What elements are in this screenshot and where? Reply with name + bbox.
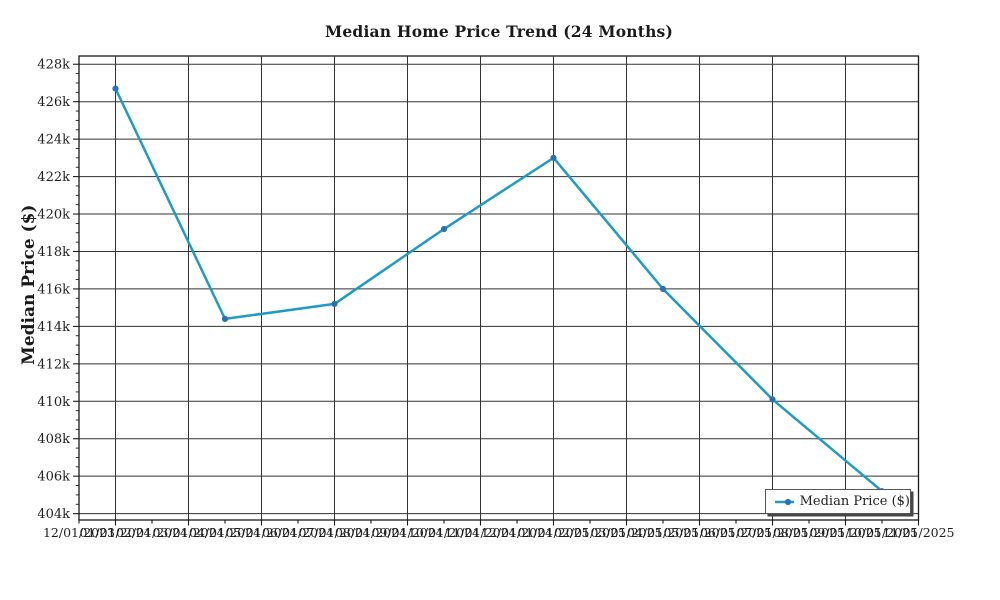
legend-label: Median Price ($) bbox=[799, 494, 910, 509]
x-tick-label: 09/01/2025 bbox=[809, 525, 881, 540]
legend-line-marker-icon bbox=[775, 498, 794, 505]
data-point-marker bbox=[769, 396, 776, 403]
x-tick-label: 05/01/2024 bbox=[225, 525, 297, 540]
y-tick-label: 424k bbox=[37, 133, 70, 148]
x-tick-label: 05/01/2025 bbox=[663, 525, 735, 540]
x-tick-label: 04/01/2024 bbox=[189, 525, 261, 540]
x-tick-label: 07/01/2025 bbox=[736, 525, 808, 540]
y-tick-label: 412k bbox=[37, 357, 70, 372]
x-tick-label: 02/01/2024 bbox=[116, 525, 188, 540]
y-tick-label: 426k bbox=[37, 95, 70, 110]
y-tick-label: 418k bbox=[37, 245, 70, 260]
price-line bbox=[114, 87, 884, 493]
x-tick-label: 08/01/2024 bbox=[335, 525, 407, 540]
x-tick-label: 12/01/2024 bbox=[481, 525, 553, 540]
data-point-marker bbox=[550, 154, 557, 161]
x-tick-label: 04/01/2025 bbox=[627, 525, 699, 540]
y-tick-label: 416k bbox=[37, 282, 70, 297]
x-tick-label: 08/01/2025 bbox=[773, 525, 845, 540]
y-tick-label: 408k bbox=[37, 432, 70, 447]
x-tick-label: 07/01/2024 bbox=[298, 525, 370, 540]
plot-border bbox=[78, 55, 920, 521]
y-tick-label: 404k bbox=[37, 507, 70, 522]
data-point-marker bbox=[112, 85, 119, 92]
data-point-marker bbox=[440, 225, 448, 233]
y-tick-label: 410k bbox=[37, 395, 70, 410]
y-tick-label: 422k bbox=[37, 170, 70, 185]
x-tick-label: 01/01/2025 bbox=[517, 525, 589, 540]
y-tick-label: 414k bbox=[37, 320, 70, 335]
data-point-marker bbox=[221, 315, 229, 322]
x-tick-label: 03/01/2024 bbox=[152, 525, 224, 540]
x-tick-label: 11/01/2025 bbox=[882, 525, 954, 540]
x-tick-label: 09/01/2024 bbox=[371, 525, 443, 540]
x-tick-label: 10/01/2024 bbox=[408, 525, 480, 540]
x-tick-label: 03/01/2025 bbox=[590, 525, 662, 540]
x-tick-label: 02/01/2025 bbox=[554, 525, 626, 540]
x-tick-label: 10/01/2025 bbox=[846, 525, 918, 540]
x-tick-label: 01/01/2024 bbox=[79, 525, 151, 540]
y-tick-label: 420k bbox=[37, 208, 70, 223]
legend: Median Price ($) bbox=[765, 489, 911, 514]
y-tick-label: 406k bbox=[37, 470, 70, 485]
data-point-marker bbox=[659, 285, 667, 293]
data-point-marker bbox=[331, 300, 338, 308]
x-tick-label: 06/01/2025 bbox=[700, 525, 772, 540]
chart-title: Median Home Price Trend (24 Months) bbox=[325, 22, 673, 41]
x-tick-label: 12/01/2023 bbox=[43, 525, 115, 540]
x-tick-label: 11/01/2024 bbox=[444, 525, 516, 540]
y-tick-label: 428k bbox=[37, 58, 70, 73]
x-tick-label: 06/01/2024 bbox=[262, 525, 334, 540]
